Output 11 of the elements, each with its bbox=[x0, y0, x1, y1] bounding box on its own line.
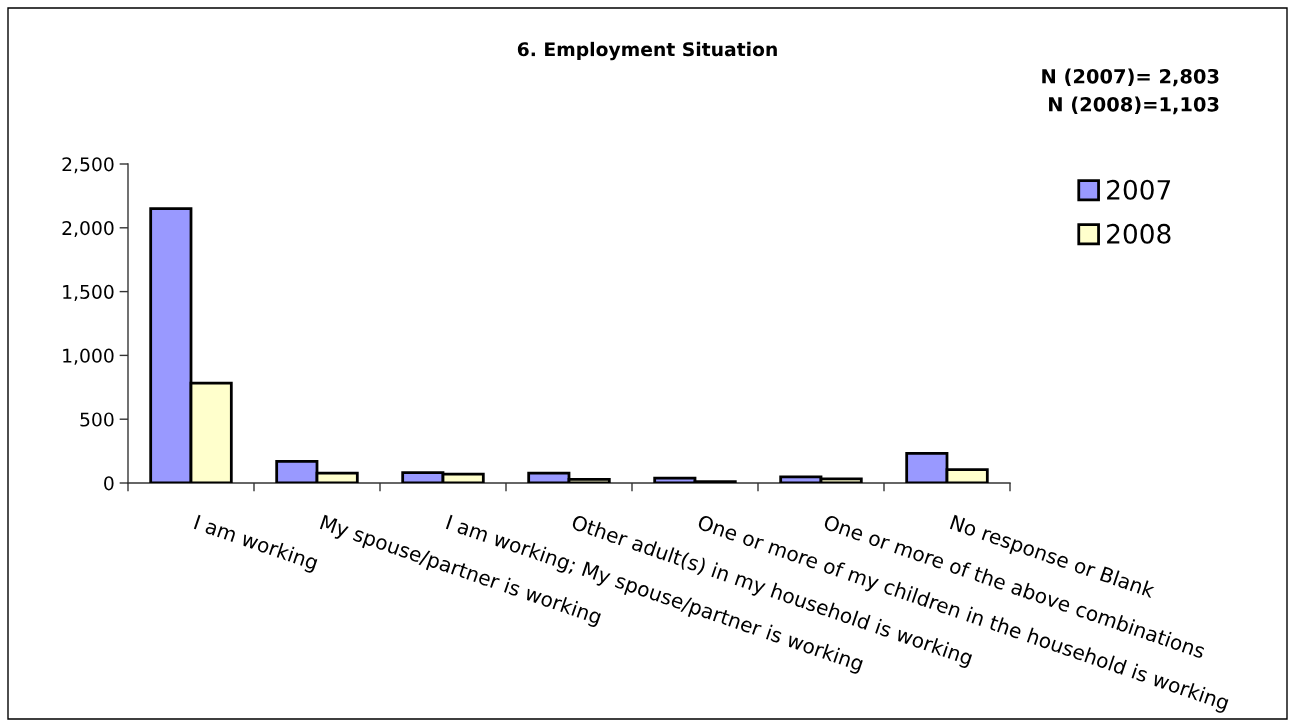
chart-title: 6. Employment Situation bbox=[517, 41, 777, 61]
text: N (2007)= 2,803 bbox=[1042, 68, 1219, 87]
legend-label: 2008 bbox=[1107, 223, 1171, 244]
y-tick-label: 1,500 bbox=[63, 284, 114, 301]
y-tick-label: 2,000 bbox=[62, 221, 114, 238]
legend-label: 2007 bbox=[1107, 179, 1171, 200]
y-tick-label: 2,500 bbox=[62, 157, 114, 174]
y-tick-label: 1,000 bbox=[63, 348, 114, 365]
text: N (2008)=1,103 bbox=[1049, 96, 1219, 115]
y-tick-label: 500 bbox=[80, 412, 114, 427]
y-tick-label: 0 bbox=[104, 476, 114, 491]
